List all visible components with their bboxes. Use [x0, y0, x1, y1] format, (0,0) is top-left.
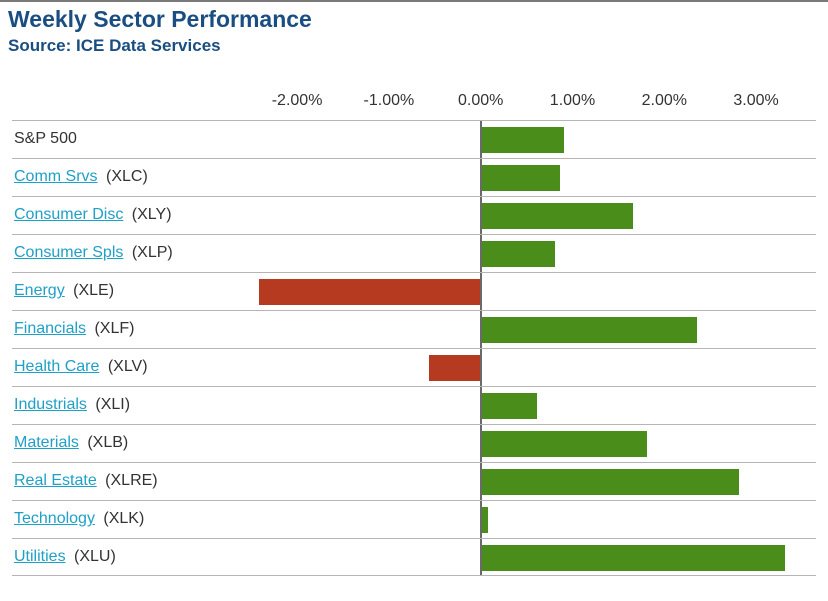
sector-label: Energy (XLE): [14, 282, 114, 300]
sector-row: Health Care (XLV): [12, 348, 816, 386]
sector-row: Utilities (XLU): [12, 538, 816, 576]
sector-ticker: (XLC): [102, 168, 148, 185]
sector-ticker: (XLB): [83, 434, 128, 451]
sector-label: Industrials (XLI): [14, 396, 130, 414]
sector-name: S&P 500: [14, 130, 77, 147]
sector-link[interactable]: Financials: [14, 320, 86, 337]
chart: -2.00% -1.00% 0.00% 1.00% 2.00% 3.00% S&P 500…: [12, 92, 816, 576]
sector-link[interactable]: Consumer Spls: [14, 244, 123, 261]
sector-link[interactable]: Health Care: [14, 358, 99, 375]
header: Weekly Sector Performance Source: ICE Da…: [0, 0, 828, 64]
sector-link[interactable]: Industrials: [14, 396, 87, 413]
sector-performance-panel: Weekly Sector Performance Source: ICE Da…: [0, 0, 828, 576]
x-axis: -2.00% -1.00% 0.00% 1.00% 2.00% 3.00%: [12, 92, 816, 120]
sector-link[interactable]: Utilities: [14, 548, 66, 565]
performance-bar: [429, 355, 479, 381]
x-axis-tick: 0.00%: [458, 92, 503, 110]
sector-row: Consumer Spls (XLP): [12, 234, 816, 272]
x-axis-tick: 2.00%: [642, 92, 687, 110]
sector-row: S&P 500: [12, 120, 816, 158]
sector-link[interactable]: Consumer Disc: [14, 206, 123, 223]
sector-label: Materials (XLB): [14, 434, 128, 452]
sector-label: Financials (XLF): [14, 320, 134, 338]
sector-label: Health Care (XLV): [14, 358, 148, 376]
sector-label: Consumer Spls (XLP): [14, 244, 173, 262]
sector-row: Materials (XLB): [12, 424, 816, 462]
sector-label: Comm Srvs (XLC): [14, 168, 148, 186]
sector-row: Financials (XLF): [12, 310, 816, 348]
sector-ticker: (XLRE): [101, 472, 158, 489]
x-axis-tick: -1.00%: [364, 92, 415, 110]
sector-ticker: (XLU): [70, 548, 116, 565]
performance-bar: [482, 469, 739, 495]
sector-label: Utilities (XLU): [14, 548, 116, 566]
x-axis-tick: -2.00%: [272, 92, 323, 110]
sector-ticker: (XLF): [90, 320, 134, 337]
sector-label: Real Estate (XLRE): [14, 472, 158, 490]
sector-link[interactable]: Technology: [14, 510, 95, 527]
performance-bar: [482, 507, 488, 533]
sector-label: S&P 500: [14, 130, 77, 148]
sector-label: Consumer Disc (XLY): [14, 206, 172, 224]
performance-bar: [482, 241, 555, 267]
x-axis-tick: 3.00%: [733, 92, 778, 110]
chart-rows: S&P 500 Comm Srvs (XLC) Consumer Disc (XLY…: [12, 120, 816, 576]
sector-ticker: (XLK): [99, 510, 144, 527]
zero-line: [480, 273, 482, 310]
performance-bar: [482, 317, 698, 343]
sector-link[interactable]: Real Estate: [14, 472, 97, 489]
performance-bar: [482, 127, 565, 153]
sector-ticker: (XLV): [103, 358, 147, 375]
sector-row: Industrials (XLI): [12, 386, 816, 424]
zero-line: [480, 349, 482, 386]
performance-bar: [482, 165, 560, 191]
sector-ticker: (XLP): [127, 244, 172, 261]
sector-row: Consumer Disc (XLY): [12, 196, 816, 234]
source-subtitle: Source: ICE Data Services: [8, 36, 820, 56]
sector-ticker: (XLY): [127, 206, 171, 223]
sector-row: Technology (XLK): [12, 500, 816, 538]
sector-ticker: (XLI): [91, 396, 130, 413]
performance-bar: [482, 203, 633, 229]
performance-bar: [482, 545, 785, 571]
sector-ticker: (XLE): [69, 282, 114, 299]
performance-bar: [259, 279, 479, 305]
sector-row: Real Estate (XLRE): [12, 462, 816, 500]
sector-link[interactable]: Comm Srvs: [14, 168, 98, 185]
sector-label: Technology (XLK): [14, 510, 144, 528]
sector-row: Comm Srvs (XLC): [12, 158, 816, 196]
sector-link[interactable]: Energy: [14, 282, 65, 299]
x-axis-tick: 1.00%: [550, 92, 595, 110]
sector-row: Energy (XLE): [12, 272, 816, 310]
performance-bar: [482, 431, 647, 457]
page-title: Weekly Sector Performance: [8, 6, 820, 34]
performance-bar: [482, 393, 537, 419]
sector-link[interactable]: Materials: [14, 434, 79, 451]
